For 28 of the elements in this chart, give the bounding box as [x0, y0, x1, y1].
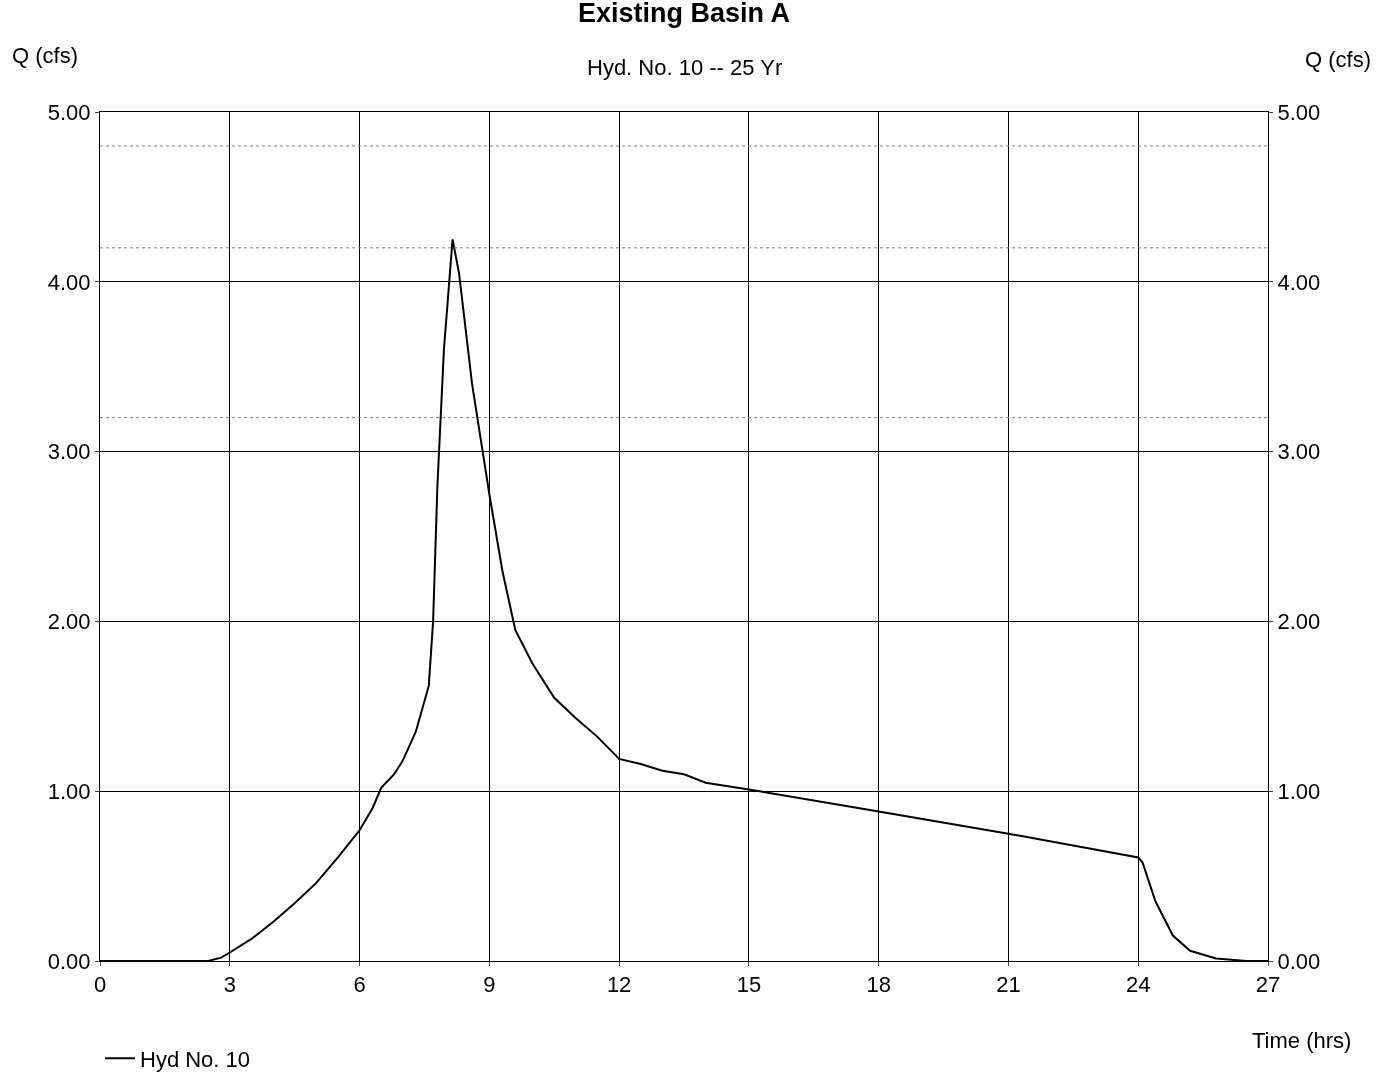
- x-tick-label: 15: [736, 972, 762, 998]
- y2-axis-title: Q (cfs): [1305, 47, 1371, 72]
- legend-label: Hyd No. 10: [140, 1046, 251, 1072]
- y-tick-label: 3.00: [47, 439, 91, 465]
- y-tick-label: 2.00: [47, 609, 91, 635]
- y2-tick-label: 0.00: [1277, 948, 1321, 974]
- y-tick-label: 5.00: [47, 99, 91, 125]
- x-tick-label: 21: [996, 972, 1021, 998]
- x-tick-label: 6: [353, 972, 366, 998]
- x-tick-label: 0: [93, 972, 107, 998]
- x-tick-label: 18: [866, 972, 891, 998]
- y2-tick-label: 2.00: [1277, 609, 1321, 635]
- x-axis-title: Time (hrs): [1252, 1028, 1352, 1053]
- y-tick-label: 1.00: [47, 778, 91, 804]
- y-tick-label: 0.00: [47, 948, 91, 974]
- y2-tick-label: 3.00: [1277, 439, 1321, 465]
- y-axis-title: Q (cfs): [12, 43, 78, 68]
- x-tick-label: 24: [1125, 972, 1151, 998]
- x-tick-label: 9: [483, 972, 496, 998]
- y2-tick-label: 4.00: [1277, 269, 1321, 295]
- y-tick-label: 4.00: [47, 269, 91, 295]
- chart-title: Existing Basin A: [578, 0, 791, 28]
- y2-tick-label: 1.00: [1277, 778, 1321, 804]
- x-tick-label: 12: [606, 972, 632, 998]
- x-tick-label: 3: [223, 972, 236, 998]
- chart-subtitle: Hyd. No. 10 -- 25 Yr: [587, 55, 783, 80]
- x-tick-label: 27: [1255, 972, 1281, 998]
- y2-tick-label: 5.00: [1277, 99, 1321, 125]
